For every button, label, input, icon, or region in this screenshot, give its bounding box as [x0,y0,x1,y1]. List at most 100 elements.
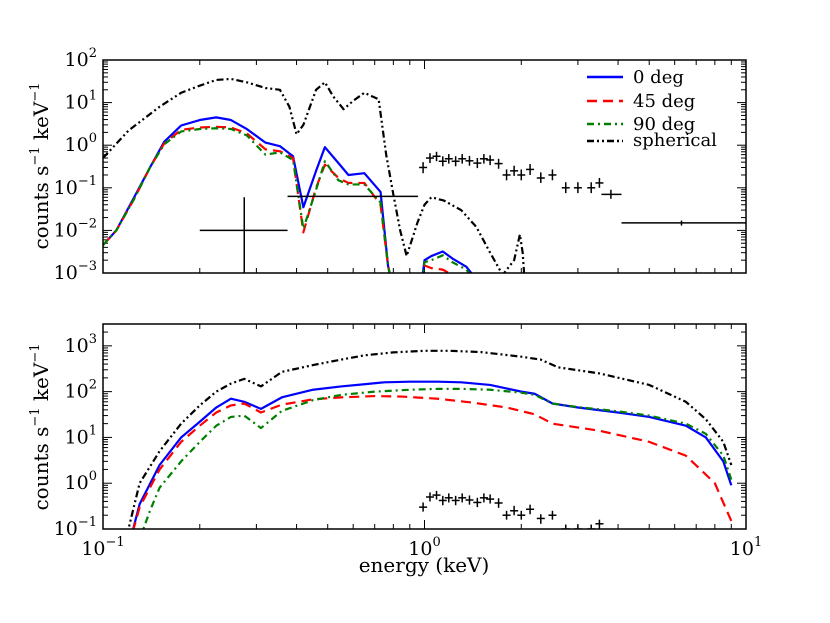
x-tick-label: 100 [408,535,440,560]
data-point [561,524,570,529]
legend-label-spherical: spherical [633,130,717,151]
data-point [486,494,495,504]
series-line-spherical [103,77,526,273]
y-tick-label: 10−1 [54,515,97,540]
data-point [473,497,482,508]
bottom-plot-frame [102,323,747,530]
y-tick-label-base: 10 [65,92,89,114]
data-point [587,524,596,529]
top-y-axis-title: counts s−1 keV−1 [28,82,53,249]
y-tick-label-base: 10 [65,426,89,448]
y-tick-label: 10−2 [54,216,97,241]
bottom-data-points [419,490,604,529]
data-point [510,165,519,176]
data-point [425,492,434,502]
y-tick-label-base: 10 [65,335,89,357]
y-tick-label: 102 [65,46,97,71]
data-point [479,154,488,164]
data-point [573,182,582,194]
legend-label-90deg: 90 deg [633,114,695,135]
data-point [561,182,570,194]
y-tick-label-base: 10 [54,177,78,199]
data-point [536,514,545,524]
data-point [548,510,557,520]
series-line-0deg [421,250,473,273]
data-point [451,156,460,167]
y-tick-label: 103 [65,332,97,357]
data-point [595,519,604,529]
legend-entry-90deg: 90 deg [587,114,695,135]
y-tick-label-base: 10 [65,134,89,156]
data-point [494,498,503,508]
y-tick-label-exp: 0 [89,131,97,146]
y-tick-label-exp: −1 [78,174,97,189]
x-tick-label-exp: −1 [106,535,125,550]
x-tick-label: 10−1 [81,535,124,560]
legend-label-0deg: 0 deg [633,67,684,88]
data-point [601,189,622,199]
x-tick-label-base: 10 [408,538,432,560]
x-tick-label: 101 [730,535,762,560]
data-point [517,169,526,181]
data-point [438,495,447,506]
legend-entry-45deg: 45 deg [587,91,695,112]
data-point [510,505,519,516]
y-tick-label: 102 [65,378,97,403]
data-point [526,504,535,515]
data-point [502,510,511,520]
series-line-45deg [132,394,733,529]
y-tick-label-exp: −3 [78,259,97,274]
y-tick-label-base: 10 [54,219,78,241]
data-point [444,154,453,164]
bottom-y-axis-title: counts s−1 keV−1 [28,343,53,510]
legend-entry-spherical: spherical [587,130,717,151]
data-point [458,493,467,503]
data-point [517,510,526,520]
x-tick-label-exp: 0 [432,535,440,550]
bottom-axis-ticks [102,323,746,530]
y-tick-label-exp: 1 [89,423,97,438]
data-point [432,151,441,162]
series-line-45deg [422,264,452,273]
data-point [465,155,474,166]
data-point [502,169,511,181]
data-point [573,524,582,529]
data-point [587,182,596,194]
top-series-group [103,77,526,273]
y-tick-label-base: 10 [65,49,89,71]
data-point [479,493,488,503]
series-line-0deg [132,380,733,529]
data-point [432,490,441,500]
top-plot-frame [102,59,747,274]
y-tick-label-base: 10 [65,381,89,403]
data-point [465,495,474,505]
series-line-90deg [421,254,471,273]
y-tick-label-exp: 1 [89,89,97,104]
y-tick-label-base: 10 [54,262,78,284]
y-tick-label-exp: −1 [78,515,97,530]
series-line-spherical [127,349,733,529]
y-tick-label-base: 10 [54,518,78,540]
y-tick-label-exp: 2 [89,46,97,61]
data-point [438,156,447,167]
top-data-points [199,151,746,273]
data-point [621,220,746,226]
data-point [526,164,535,175]
data-point [595,177,604,188]
series-line-90deg [103,127,391,273]
series-line-45deg [103,125,391,273]
y-tick-label: 10−1 [54,174,97,199]
y-tick-label-exp: 0 [89,469,97,484]
data-point [199,197,288,273]
legend: 0 deg 45 deg 90 deg spherical [587,67,717,151]
data-point [419,502,428,512]
y-tick-label: 101 [65,89,97,114]
series-line-90deg [142,387,733,529]
y-tick-label-exp: 2 [89,378,97,393]
data-point [486,155,495,166]
bottom-x-tick-labels: 10−1 100 101 [81,535,762,560]
legend-entry-0deg: 0 deg [587,67,684,88]
